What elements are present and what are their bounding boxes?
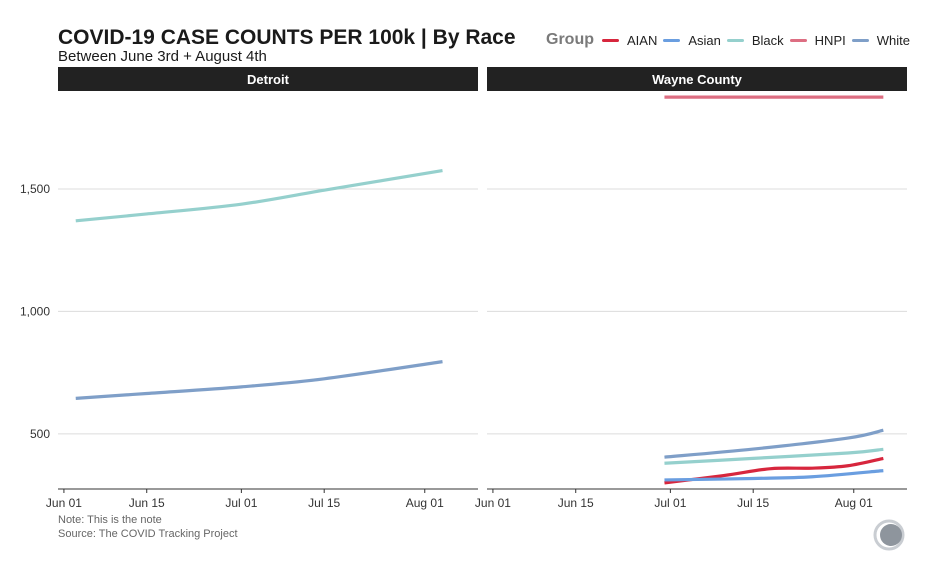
x-tick-label-detroit-aug-01: Aug 01 <box>406 496 444 510</box>
x-tick-label-detroit-jun-01: Jun 01 <box>46 496 82 510</box>
series-line-detroit-black <box>75 169 443 223</box>
series-line-detroit-white <box>75 360 443 400</box>
legend-swatch-white <box>851 38 869 42</box>
legend-swatch-aian <box>602 38 619 42</box>
facet-strip-wayne-county <box>487 67 907 91</box>
chart-subtitle: Between June 3rd + August 4th <box>58 48 267 65</box>
legend-label-white: White <box>876 32 910 48</box>
legend-item-white: White <box>851 32 910 48</box>
legend-item-aian: AIAN <box>602 33 657 48</box>
legend-label-hnpi: HNPI <box>814 32 846 48</box>
series-line-wayne-county-asian <box>664 469 884 482</box>
legend-swatch-asian <box>663 38 681 42</box>
x-tick-label-detroit-jun-15: Jun 15 <box>129 496 165 510</box>
legend-label-black: Black <box>751 32 784 48</box>
legend-item-black: Black <box>726 32 784 48</box>
x-tick-label-wayne-county-jul-01: Jul 01 <box>654 496 686 510</box>
facet-strip-detroit <box>58 67 478 91</box>
x-tick-label-wayne-county-aug-01: Aug 01 <box>835 496 873 510</box>
legend-swatch-hnpi <box>789 38 807 42</box>
chart-note: Note: This is the note <box>58 514 162 526</box>
legend: Group AIAN Asian Black HNPI White <box>546 30 910 50</box>
y-tick-label-500: 500 <box>30 427 50 441</box>
legend-swatch-black <box>726 38 744 42</box>
series-line-wayne-county-aian <box>664 456 884 485</box>
chart-source: Source: The COVID Tracking Project <box>58 528 238 540</box>
x-tick-label-detroit-jul-15: Jul 15 <box>308 496 340 510</box>
series-line-wayne-county-black <box>664 447 884 465</box>
facet-label-wayne-county: Wayne County <box>652 72 743 87</box>
series-line-wayne-county-white <box>664 428 884 459</box>
chart-title: COVID-19 CASE COUNTS PER 100k | By Race <box>58 26 516 49</box>
legend-title: Group <box>546 31 594 48</box>
legend-label-asian: Asian <box>688 32 721 48</box>
legend-item-asian: Asian <box>663 33 721 48</box>
x-tick-label-wayne-county-jun-01: Jun 01 <box>475 496 511 510</box>
x-tick-label-wayne-county-jun-15: Jun 15 <box>558 496 594 510</box>
x-tick-label-detroit-jul-01: Jul 01 <box>225 496 257 510</box>
legend-item-hnpi: HNPI <box>789 32 846 48</box>
legend-label-aian: AIAN <box>627 32 658 48</box>
covid-tracking-project-logo-icon <box>873 519 905 551</box>
y-tick-label-1-000: 1,000 <box>20 304 50 318</box>
x-tick-label-wayne-county-jul-15: Jul 15 <box>737 496 769 510</box>
facet-label-detroit: Detroit <box>247 72 290 87</box>
y-tick-label-1-500: 1,500 <box>20 182 50 196</box>
